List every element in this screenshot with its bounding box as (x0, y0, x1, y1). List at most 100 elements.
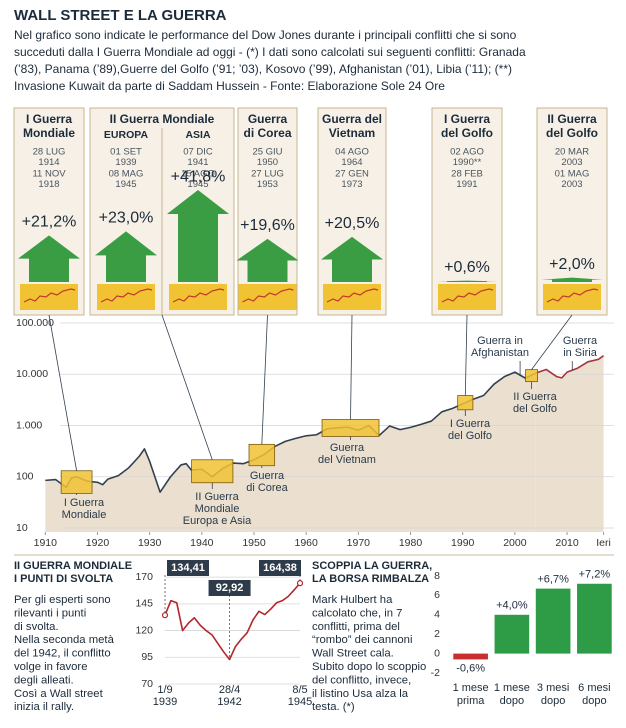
panel-date: 1991 (456, 179, 477, 190)
sparkline-icon-line (23, 288, 76, 303)
annotation-label: Guerra in (477, 335, 523, 347)
performance-arrow (436, 280, 498, 282)
sparkline-icon (97, 284, 155, 310)
panel-date: 01 MAG (555, 169, 590, 180)
y-tick-label: 100 (16, 471, 34, 483)
note-body: conflitti, prima del (312, 621, 400, 633)
performance-label: +19,6% (240, 217, 295, 234)
panel-title: II Guerra (547, 112, 597, 126)
note-body: il listino Usa alza la (312, 688, 409, 700)
performance-arrow (18, 235, 80, 282)
note-body: Mark Hulbert ha (312, 594, 393, 606)
annotation-label: II Guerra (513, 391, 557, 403)
x-tick-label: 1945 (288, 696, 312, 708)
annotation-label: Guerra (330, 442, 365, 454)
panel-date: 2003 (561, 157, 582, 168)
x-tick-label: 1939 (153, 696, 177, 708)
x-tick-label: 28/4 (219, 684, 240, 696)
y-tick-label: 170 (135, 571, 153, 583)
x-tick-label: 1950 (242, 537, 266, 549)
area (45, 372, 536, 532)
subtitle-line: (’83), Panama (’89),Guerre del Golfo (’9… (14, 62, 512, 76)
value-label: 92,92 (216, 582, 244, 594)
note-body: inizia il rally. (14, 701, 74, 713)
value-label: -0,6% (456, 662, 485, 674)
bar (453, 653, 488, 660)
y-tick-label: 6 (434, 589, 440, 601)
value-label: +6,7% (537, 574, 569, 586)
value-label-box (259, 560, 301, 576)
note-body: Nella seconda metà (14, 634, 115, 646)
panel-title: del Golfo (546, 126, 598, 140)
subtitle-line: Nel grafico sono indicate le performance… (14, 28, 517, 42)
panel-date: 25 GIU (252, 147, 282, 158)
x-tick-label: 1 mese (494, 682, 530, 694)
y-tick-label: 8 (434, 570, 440, 582)
performance-arrow (236, 238, 299, 282)
performance-arrow (95, 231, 157, 282)
conflict-box (191, 459, 234, 484)
x-tick-label: 3 mesi (537, 682, 569, 694)
x-tick-label: 1/9 (157, 684, 172, 696)
x-tick-label: 2010 (555, 537, 579, 549)
line (164, 582, 301, 661)
x-tick-label: 1920 (86, 537, 110, 549)
sparkline-icon (238, 284, 297, 310)
subtitle-line: succeduti dalla I Guerra Mondiale ad ogg… (14, 45, 526, 59)
y-tick-label: 1.000 (16, 419, 42, 431)
note-heading: LA BORSA RIMBALZA (312, 573, 429, 585)
y-tick-label: -2 (431, 667, 440, 679)
panel-date: 02 AGO (450, 147, 484, 158)
note-body: rilevanti i punti (14, 607, 86, 619)
panel-title: Guerra del (322, 112, 382, 126)
x-tick-label: dopo (541, 695, 565, 707)
x-tick-label: 1970 (347, 537, 371, 549)
panel-connector (261, 314, 268, 445)
x-tick-label: 1930 (138, 537, 162, 549)
sparkline-icon (169, 284, 227, 310)
annotation-label: Guerra (250, 470, 285, 482)
x-tick-label: 1942 (217, 696, 241, 708)
panel-connector (48, 314, 78, 471)
annotation-label: del Vietnam (318, 454, 376, 466)
performance-label: +23,0% (99, 210, 154, 227)
sparkline-icon-line (441, 288, 494, 303)
x-tick-label: Ieri (596, 537, 611, 549)
panel-date: 04 AGO (335, 147, 369, 158)
panel-date: 1941 (187, 157, 208, 168)
note-body: Così a Wall street (14, 688, 104, 700)
sparkline-icon (20, 284, 78, 310)
panel-title: I Guerra (444, 112, 490, 126)
bar (494, 614, 530, 654)
panel-date: 2003 (561, 179, 582, 190)
x-tick-label: 2000 (503, 537, 527, 549)
panel-date: 11 NOV (32, 169, 66, 180)
note-heading: SCOPPIA LA GUERRA, (312, 560, 432, 572)
sparkline-icon (543, 284, 601, 310)
note-body: Subito dopo lo scoppio (312, 661, 426, 673)
panel-title: I Guerra (26, 112, 72, 126)
x-tick-label: 1940 (190, 537, 214, 549)
bar (535, 588, 571, 654)
x-tick-label: dopo (500, 695, 524, 707)
panel-title: Vietnam (329, 126, 375, 140)
note-body: del 1942, il conflitto (14, 648, 111, 660)
value-label-box (167, 560, 209, 576)
panel-date: 28 LUG (33, 147, 66, 158)
performance-label: +0,6% (444, 259, 490, 276)
annotation-label: I Guerra (450, 418, 491, 430)
annotation-label: Mondiale (62, 509, 107, 521)
panel-date: 1914 (38, 157, 59, 168)
conflict-box (248, 443, 276, 467)
panel-connector (464, 314, 468, 396)
y-tick-label: 2 (434, 628, 440, 640)
value-label-box (208, 580, 251, 596)
note-body: degli alleati. (14, 674, 74, 686)
y-tick-label: 120 (135, 624, 153, 636)
annotation-label: I Guerra (64, 497, 105, 509)
panel-connector (531, 314, 573, 370)
sparkline-icon (438, 284, 496, 310)
value-label: 134,41 (171, 562, 205, 574)
panel-date: 08 MAG (109, 169, 144, 180)
bar (577, 583, 612, 654)
